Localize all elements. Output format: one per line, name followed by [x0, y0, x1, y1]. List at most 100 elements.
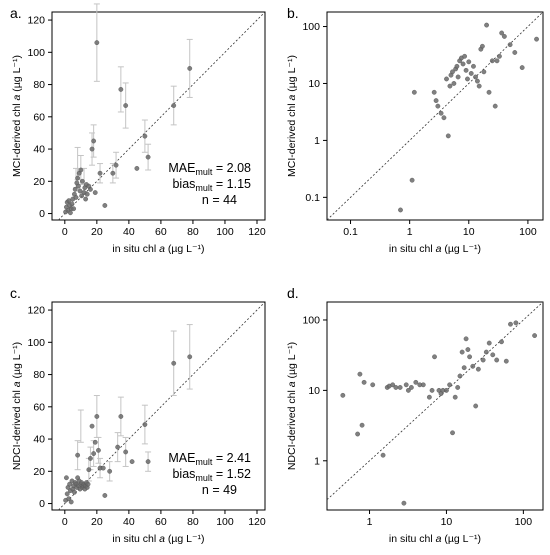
- data-point: [461, 365, 467, 371]
- data-point: [97, 170, 103, 176]
- mae-annotation: MAEmult = 2.08: [168, 161, 251, 177]
- data-point: [444, 76, 449, 82]
- data-point: [68, 499, 74, 505]
- one-to-one-line: [326, 11, 544, 221]
- data-point: [476, 83, 482, 89]
- mae-label: MAE: [168, 451, 195, 465]
- data-point: [401, 500, 407, 506]
- plot-frame: [326, 301, 544, 511]
- data-point: [92, 190, 98, 195]
- data-point: [91, 451, 97, 456]
- data-point: [64, 475, 69, 481]
- y-tick-label: 100: [27, 337, 45, 349]
- data-point: [473, 403, 479, 409]
- data-point: [129, 459, 135, 465]
- data-point: [187, 354, 193, 360]
- x-tick-label: 1: [367, 516, 373, 528]
- y-axis-label: NDCI-derived chl a (µg L⁻¹): [286, 342, 298, 470]
- data-point: [435, 103, 441, 109]
- plot-frame: [51, 11, 266, 221]
- x-tick-label: 20: [91, 226, 103, 238]
- x-tick-label: 1: [407, 226, 413, 238]
- mae-annotation: MAEmult = 2.41: [168, 451, 251, 467]
- y-tick-label: 80: [33, 79, 45, 91]
- data-point: [447, 83, 453, 89]
- y-tick-label: 60: [33, 111, 45, 123]
- x-tick-label: 0: [62, 516, 68, 528]
- data-point: [409, 177, 415, 183]
- panel-letter: d.: [287, 285, 299, 301]
- data-point: [470, 363, 476, 369]
- y-tick-label: 10: [308, 385, 320, 397]
- n-annotation: n = 49: [202, 483, 237, 497]
- data-point: [481, 69, 487, 75]
- data-point: [142, 422, 148, 427]
- data-point: [73, 195, 79, 200]
- data-point: [94, 40, 100, 46]
- data-point: [508, 321, 513, 327]
- data-point: [393, 385, 399, 390]
- y-tick-label: 20: [33, 176, 45, 188]
- y-tick-label: 100: [302, 314, 320, 326]
- mae-value: = 2.08: [212, 161, 251, 175]
- data-point: [89, 146, 95, 152]
- data-point: [501, 34, 507, 39]
- x-axis-label-italic-a: a: [436, 533, 442, 545]
- data-point: [361, 379, 367, 385]
- data-point: [142, 133, 148, 139]
- data-point: [80, 178, 85, 184]
- data-point: [468, 71, 474, 76]
- x-axis-label-part1: in situ chl: [389, 243, 436, 255]
- data-point: [455, 385, 461, 390]
- data-point: [411, 89, 417, 95]
- y-tick-label: 120: [27, 15, 45, 27]
- data-point: [452, 394, 458, 400]
- data-point: [123, 103, 129, 108]
- x-axis-label-part1: in situ chl: [112, 533, 159, 545]
- y-tick-label: 40: [33, 434, 45, 446]
- data-point: [68, 210, 73, 216]
- x-tick-label: 100: [515, 516, 533, 528]
- data-point: [450, 69, 455, 75]
- data-point: [438, 110, 444, 116]
- data-point: [91, 138, 97, 144]
- data-point: [96, 447, 101, 453]
- data-point: [512, 50, 518, 55]
- y-tick-label: 60: [33, 401, 45, 413]
- data-point: [471, 63, 476, 69]
- data-point: [445, 133, 451, 139]
- x-axis-label: in situ chl a (µg L⁻¹): [112, 243, 204, 255]
- data-point: [483, 349, 489, 355]
- data-point: [118, 86, 124, 92]
- data-point: [480, 357, 486, 363]
- x-tick-label: 20: [91, 516, 103, 528]
- data-point: [492, 103, 498, 109]
- data-point: [75, 175, 81, 181]
- chart-panel-2: b. 0.1 1 10 100 0.1 1 10 100 in situ chl a (µg L⁻…: [286, 5, 544, 255]
- chart-panel-3: c. 0 20 40 60 80 100 120 0 20 40 60 80 100 120 in situ …: [10, 285, 266, 545]
- data-point: [370, 382, 376, 388]
- data-point: [76, 183, 81, 189]
- plot-frame: [326, 11, 544, 221]
- data-point: [494, 357, 500, 363]
- data-point: [357, 371, 363, 377]
- data-point: [426, 394, 432, 400]
- y-axis-label-italic-a: a: [286, 381, 298, 387]
- x-tick-label: 120: [248, 516, 266, 528]
- bias-annotation: biasmult = 1.52: [172, 467, 251, 483]
- y-tick-label: 40: [33, 144, 45, 156]
- data-point: [455, 74, 461, 80]
- data-point: [484, 22, 489, 28]
- x-tick-label: 0.1: [343, 226, 358, 238]
- data-point: [110, 170, 116, 176]
- data-point: [465, 347, 471, 352]
- data-point: [77, 188, 83, 194]
- data-point: [429, 387, 435, 393]
- data-point: [67, 481, 73, 487]
- data-point: [398, 207, 403, 213]
- x-axis-label: in situ chl a (µg L⁻¹): [389, 533, 481, 545]
- data-point: [340, 392, 346, 398]
- x-tick-label: 120: [248, 226, 266, 238]
- data-point: [89, 423, 95, 429]
- panel-letter: b.: [287, 5, 299, 21]
